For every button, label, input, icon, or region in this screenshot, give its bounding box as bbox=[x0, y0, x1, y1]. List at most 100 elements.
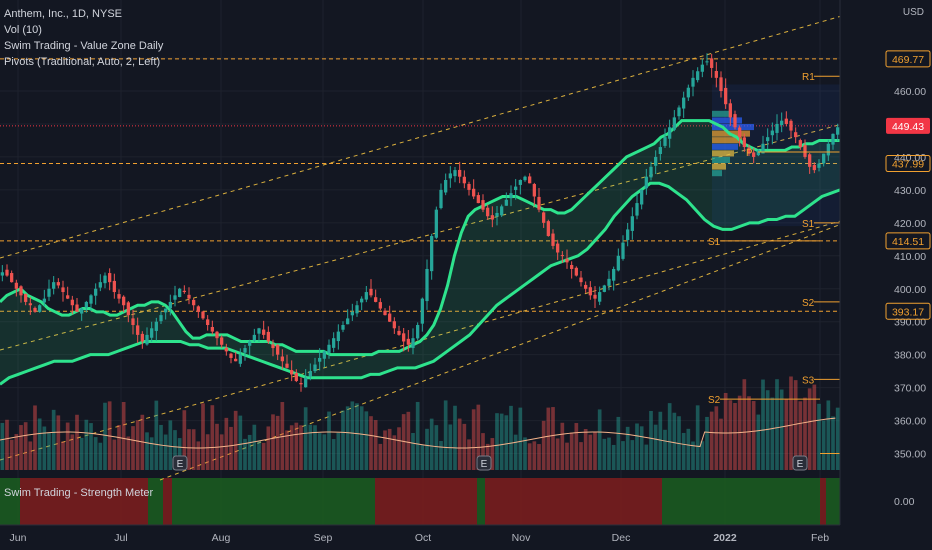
volume-bar bbox=[51, 409, 56, 470]
volume-profile-bar bbox=[712, 143, 738, 150]
candle-body bbox=[374, 297, 378, 302]
volume-bar bbox=[154, 400, 159, 470]
volume-bar bbox=[691, 441, 695, 470]
legend-indicator[interactable]: Swim Trading - Value Zone Daily bbox=[4, 40, 164, 52]
candle-body bbox=[635, 203, 639, 216]
legend-title[interactable]: Anthem, Inc., 1D, NYSE bbox=[4, 8, 122, 20]
candle-body bbox=[430, 236, 434, 272]
candle-body bbox=[0, 272, 4, 276]
candle-body bbox=[206, 319, 210, 325]
volume-bar bbox=[364, 411, 369, 470]
strength-meter-label[interactable]: Swim Trading - Strength Meter bbox=[4, 487, 154, 499]
currency-label[interactable]: USD bbox=[902, 7, 924, 18]
volume-profile-bar bbox=[712, 150, 734, 157]
candle-body bbox=[626, 229, 630, 241]
pivot-label: S1 bbox=[708, 237, 721, 248]
candle-body bbox=[28, 303, 32, 306]
volume-bar bbox=[509, 405, 513, 470]
volume-bar bbox=[560, 422, 565, 470]
candle-body bbox=[616, 255, 620, 271]
volume-bar bbox=[476, 404, 481, 470]
volume-bar bbox=[481, 433, 485, 470]
candle-body bbox=[570, 265, 574, 269]
candle-body bbox=[215, 331, 219, 339]
volume-bar bbox=[350, 401, 355, 470]
candle-body bbox=[719, 77, 723, 92]
volume-bar bbox=[229, 426, 233, 470]
volume-profile-bar bbox=[712, 110, 730, 117]
strength-segment bbox=[172, 478, 375, 525]
y-tick-label: 420.00 bbox=[894, 218, 926, 230]
candle-body bbox=[38, 305, 42, 312]
candle-body bbox=[280, 356, 284, 362]
candle-body bbox=[495, 212, 499, 217]
candle-body bbox=[542, 212, 546, 223]
candle-body bbox=[514, 186, 518, 191]
legend-vol[interactable]: Vol (10) bbox=[4, 24, 42, 36]
candle-body bbox=[346, 318, 350, 325]
candle-body bbox=[649, 166, 653, 178]
volume-bar bbox=[322, 434, 327, 470]
volume-bar bbox=[187, 429, 191, 470]
lower-band-line bbox=[0, 181, 841, 386]
candle-body bbox=[528, 176, 532, 184]
candle-body bbox=[831, 133, 835, 145]
strength-segment bbox=[820, 478, 826, 525]
candle-body bbox=[154, 321, 158, 331]
volume-bar bbox=[14, 434, 19, 470]
candle-body bbox=[350, 311, 354, 316]
volume-bar bbox=[705, 416, 709, 470]
candle-body bbox=[117, 294, 121, 299]
candle-body bbox=[747, 147, 751, 154]
candle-body bbox=[476, 195, 480, 204]
volume-bar bbox=[411, 432, 415, 470]
price-tag-label: 437.99 bbox=[892, 159, 924, 171]
volume-bar bbox=[126, 436, 131, 470]
candle-body bbox=[705, 61, 709, 63]
volume-bar bbox=[681, 432, 686, 470]
volume-bar bbox=[406, 411, 411, 470]
volume-bar bbox=[210, 405, 215, 470]
candle-body bbox=[738, 127, 742, 138]
volume-bar bbox=[135, 420, 140, 470]
candle-body bbox=[84, 301, 88, 308]
volume-bar bbox=[714, 406, 719, 470]
candle-body bbox=[686, 87, 690, 98]
volume-bar bbox=[429, 418, 434, 470]
candle-body bbox=[70, 299, 74, 306]
volume-bar bbox=[523, 437, 527, 470]
candle-body bbox=[378, 302, 382, 309]
y-tick-label: 460.00 bbox=[894, 86, 926, 98]
strength-meter bbox=[0, 478, 840, 525]
candle-body bbox=[80, 308, 84, 314]
y-tick-label: 400.00 bbox=[894, 284, 926, 296]
volume-bar bbox=[336, 432, 341, 470]
volume-bar bbox=[173, 430, 177, 470]
candle-body bbox=[313, 364, 317, 372]
x-tick-label: Aug bbox=[212, 532, 231, 544]
candle-body bbox=[794, 132, 798, 138]
legend-pivots[interactable]: Pivots (Traditional, Auto, 2, Left) bbox=[4, 56, 161, 68]
volume-bar bbox=[499, 413, 504, 470]
level-lines bbox=[0, 58, 840, 312]
volume-bar bbox=[163, 434, 168, 470]
volume-bar bbox=[602, 438, 607, 470]
price-tag bbox=[885, 232, 931, 250]
candle-body bbox=[397, 330, 401, 335]
volume-bar bbox=[733, 403, 737, 470]
volume-bar bbox=[247, 434, 252, 470]
candle-body bbox=[173, 295, 177, 300]
candle-body bbox=[224, 347, 228, 352]
volume-bar bbox=[415, 401, 420, 470]
candle-body bbox=[775, 123, 779, 133]
volume-bar bbox=[5, 419, 9, 470]
volume-bar bbox=[84, 419, 89, 470]
candle-body bbox=[509, 193, 513, 199]
y-tick-label: 380.00 bbox=[894, 350, 926, 362]
candle-body bbox=[724, 87, 728, 105]
volume-bar bbox=[294, 422, 299, 470]
volume-bar bbox=[747, 396, 751, 470]
strength-segment bbox=[477, 478, 485, 525]
